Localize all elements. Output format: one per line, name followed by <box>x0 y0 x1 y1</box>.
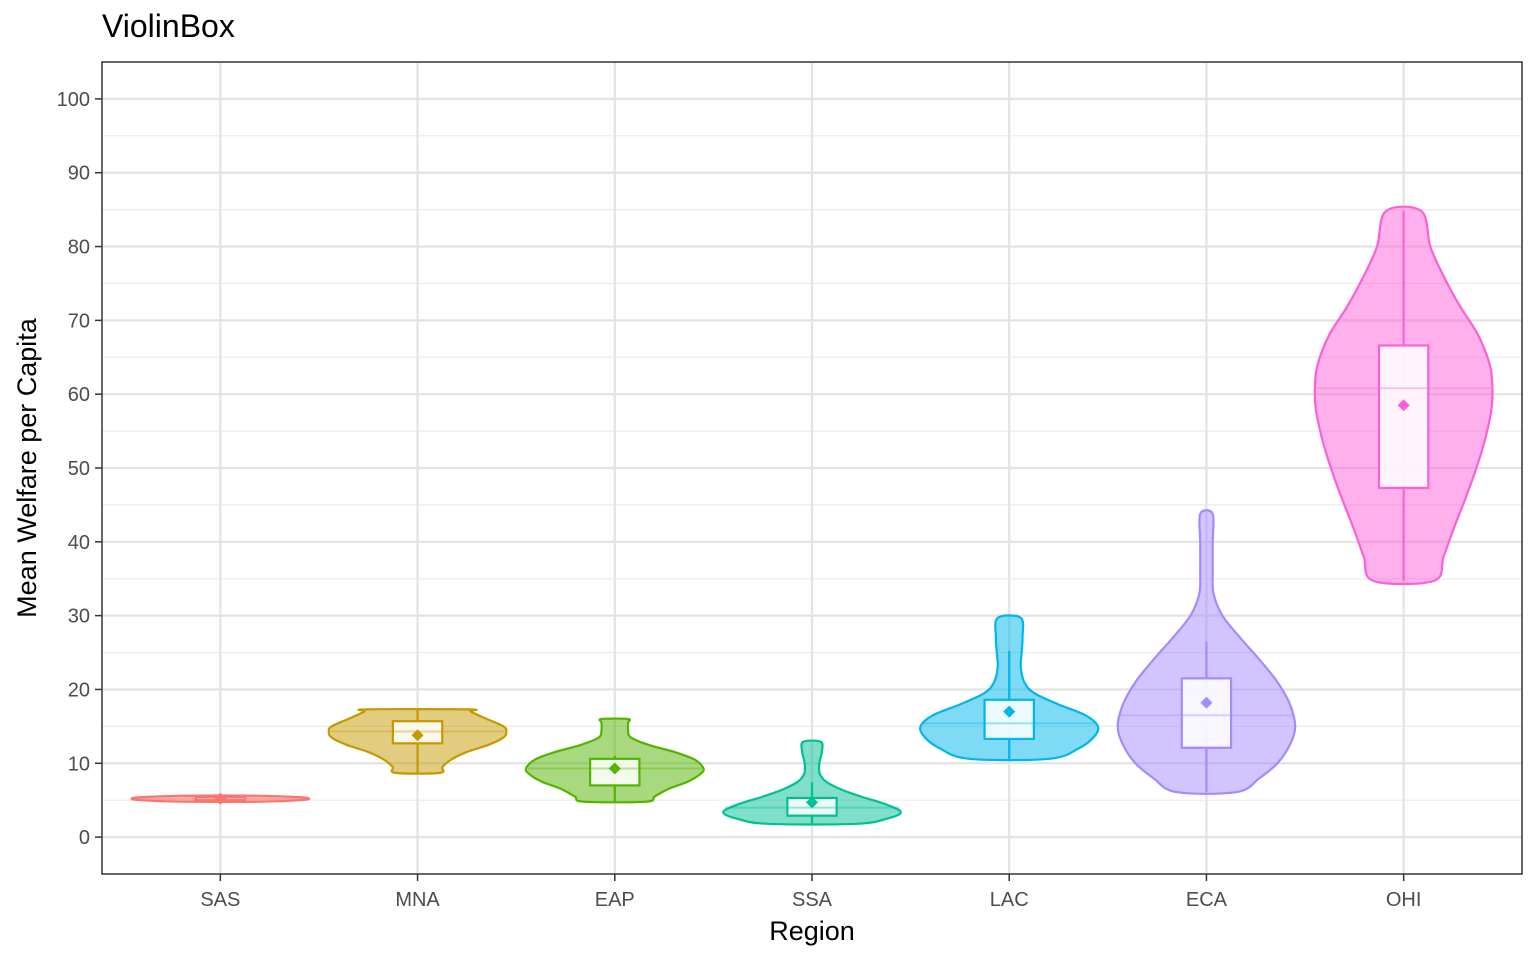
y-tick-label: 30 <box>68 606 90 628</box>
mean-marker <box>411 729 424 742</box>
x-tick-label: LAC <box>990 889 1029 911</box>
x-tick-label: OHI <box>1386 889 1422 911</box>
y-tick-label: 70 <box>68 310 90 332</box>
y-tick-label: 100 <box>57 89 90 111</box>
x-tick-label: SSA <box>792 889 833 911</box>
mean-marker <box>806 796 818 809</box>
y-tick-label: 50 <box>68 458 90 480</box>
x-tick-label: ECA <box>1186 889 1228 911</box>
box-eca <box>1180 677 1233 749</box>
y-axis-title: Mean Welfare per Capita <box>12 317 42 618</box>
mean-marker <box>1397 399 1410 412</box>
x-tick-label: EAP <box>595 889 635 911</box>
x-tick-label: MNA <box>395 889 440 911</box>
y-tick-label: 40 <box>68 532 90 554</box>
y-tick-label: 90 <box>68 163 90 185</box>
x-tick-label: SAS <box>200 889 240 911</box>
x-axis-title: Region <box>769 916 855 946</box>
mean-marker <box>608 762 621 775</box>
mean-marker <box>1003 705 1016 718</box>
chart-title: ViolinBox <box>102 8 235 44</box>
box-ohi <box>1377 344 1430 490</box>
y-tick-label: 60 <box>68 384 90 406</box>
mean-marker <box>1200 696 1213 709</box>
y-tick-label: 0 <box>79 827 90 849</box>
mean-marker <box>214 792 227 805</box>
y-tick-label: 80 <box>68 237 90 259</box>
y-tick-label: 10 <box>68 753 90 775</box>
y-tick-label: 20 <box>68 679 90 701</box>
